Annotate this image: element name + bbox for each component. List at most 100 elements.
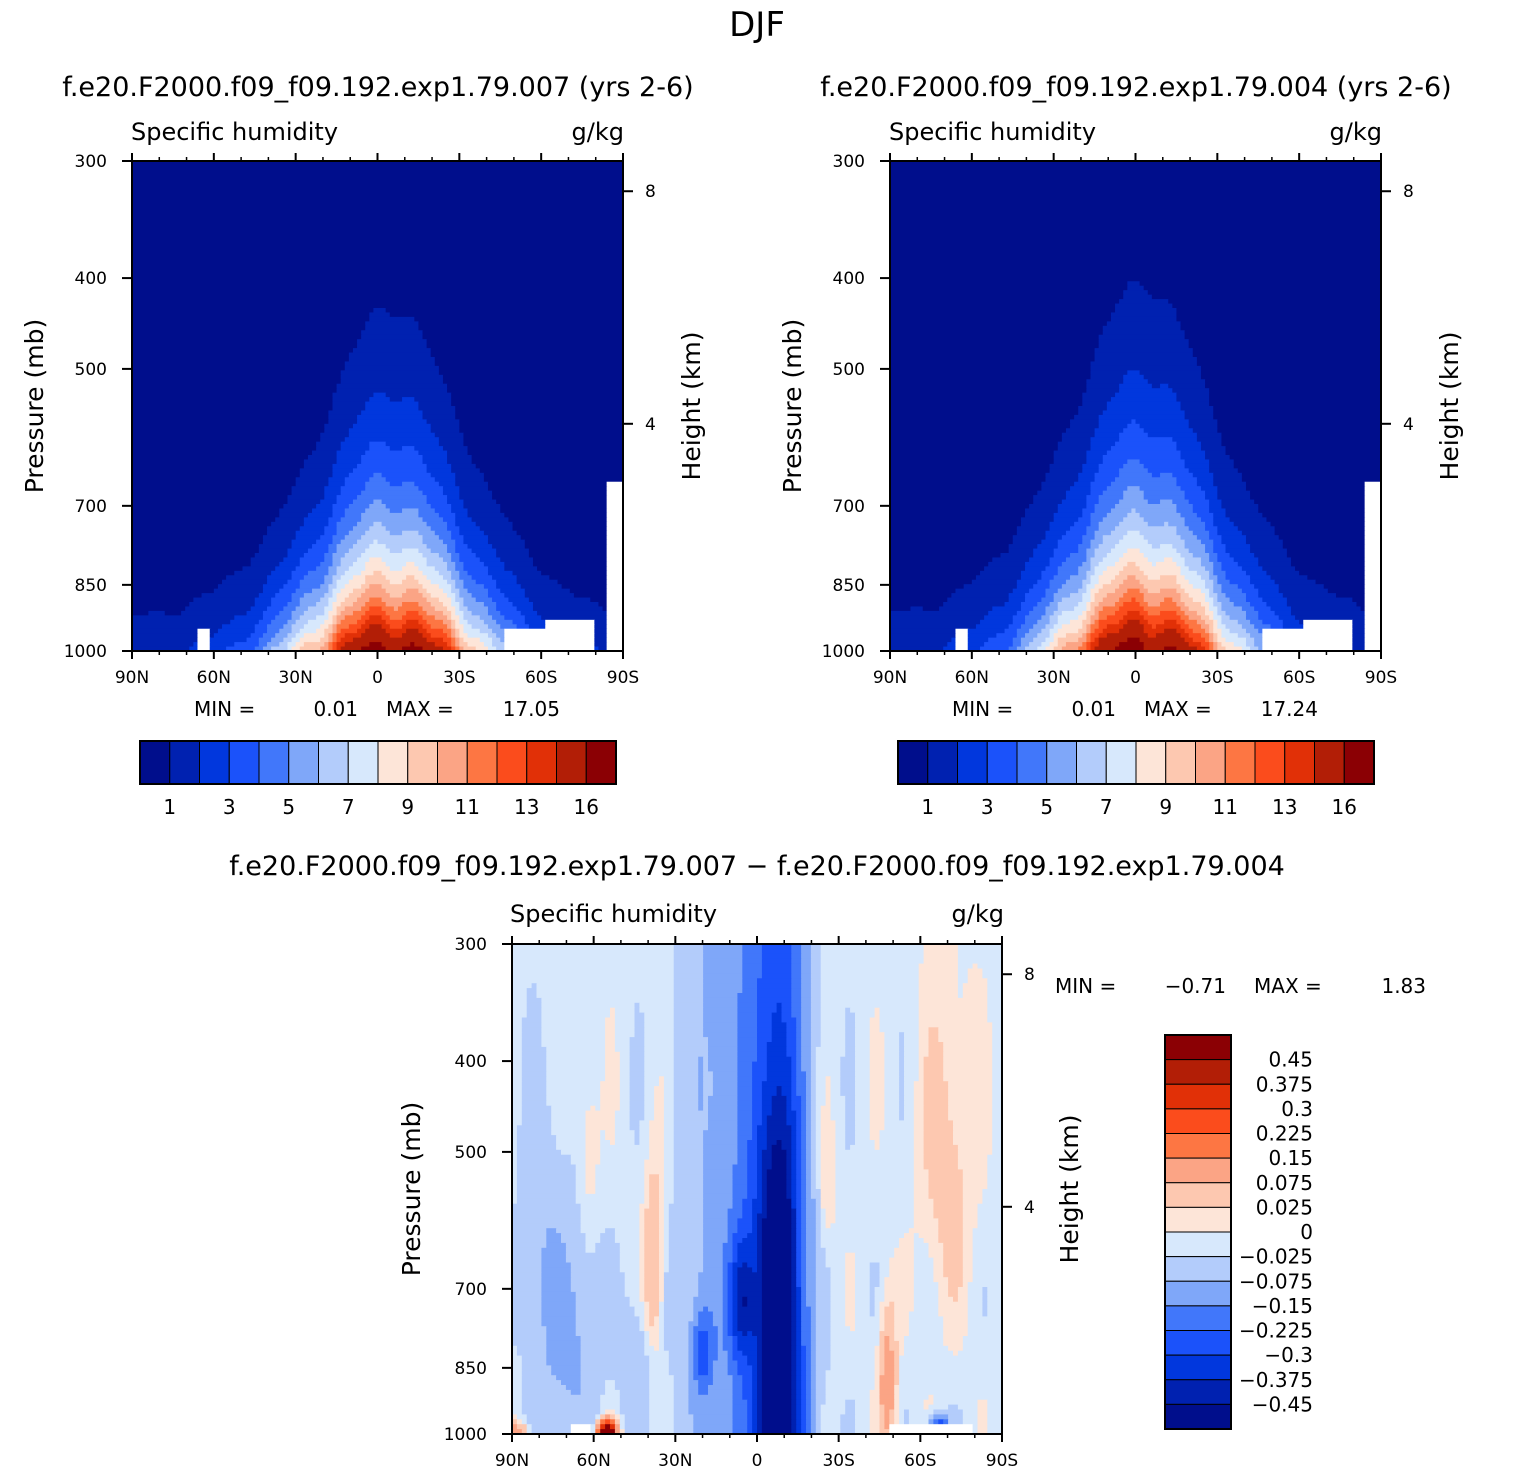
panel-2-contour-cell xyxy=(955,589,1013,594)
panel-3-contour-cell xyxy=(811,1395,817,1401)
panel-2-contour-cell xyxy=(1119,384,1152,389)
panel-3-contour-cell xyxy=(772,1160,787,1166)
panel-2-contour-cell xyxy=(1078,589,1087,594)
panel-1-contour-cell xyxy=(214,589,264,594)
panel-3-contour-cell xyxy=(811,1125,817,1131)
panel-2-contour-cell xyxy=(1205,384,1382,389)
panel-2-contour-cell xyxy=(1095,348,1194,353)
panel-3-contour-cell xyxy=(649,1316,655,1322)
panel-2-contour-cell xyxy=(1176,620,1185,625)
panel-3-contour-cell xyxy=(762,1336,792,1342)
panel-3-contour-cell xyxy=(752,1199,762,1205)
panel-3-contour-cell xyxy=(654,1111,664,1117)
panel-3-contour-cell xyxy=(801,1047,811,1053)
panel-3-contour-cell xyxy=(796,1307,802,1313)
panel-1-contour-cell xyxy=(455,642,460,647)
panel-1-contour-cell xyxy=(439,598,452,603)
panel-1-contour-cell xyxy=(328,566,337,571)
panel-2-contour-cell xyxy=(1172,473,1193,478)
panel-3-contour-cell xyxy=(644,1238,659,1244)
panel-2-contour-cell xyxy=(1221,500,1254,505)
panel-3-contour-cell xyxy=(816,1287,831,1293)
panel-3-contour-cell xyxy=(796,1385,802,1391)
panel-2-contour-cell xyxy=(1144,606,1181,611)
panel-2-contour-cell xyxy=(1144,593,1181,598)
panel-2-contour-cell xyxy=(1226,451,1382,456)
panel-2-contour-cell xyxy=(1144,495,1186,500)
panel-3-contour-cell xyxy=(914,1263,934,1269)
panel-1-contour-cell xyxy=(357,344,427,349)
panel-3-contour-cell xyxy=(875,1361,881,1367)
panel-2-contour-cell xyxy=(890,321,1107,326)
panel-2-contour-cell xyxy=(1181,615,1190,620)
panel-3-contour-cell xyxy=(620,1052,630,1058)
panel-3-contour-cell xyxy=(737,1022,757,1028)
panel-1-contour-cell xyxy=(341,491,362,496)
panel-2-contour-cell xyxy=(1041,629,1050,634)
panel-1: f.e20.F2000.f09_f09.192.exp1.79.007 (yrs… xyxy=(20,72,706,819)
panel-2-contour-cell xyxy=(1209,593,1218,598)
panel-3-contour-cell xyxy=(880,1321,886,1327)
panel-2-contour-cell xyxy=(1242,624,1255,629)
panel-3-contour-cell xyxy=(796,1228,802,1234)
panel-3-contour-cell xyxy=(600,1233,615,1239)
panel-2-contour-cell xyxy=(1209,504,1222,509)
panel-1-contour-cell xyxy=(365,589,386,594)
panel-3-contour-cell xyxy=(630,1086,645,1092)
panel-2-contour-cell xyxy=(1226,446,1382,451)
panel-3-contour-cell xyxy=(855,1414,870,1420)
panel-2-contour-cell xyxy=(1078,602,1087,607)
panel-2-contour-cell xyxy=(1209,531,1218,536)
panel-3-contour-cell xyxy=(845,1302,855,1308)
panel-2-contour-cell xyxy=(1119,642,1144,647)
panel-1-contour-cell xyxy=(447,633,452,638)
panel-3-contour-cell xyxy=(586,1174,596,1180)
panel-3-contour-cell xyxy=(723,1316,729,1322)
panel-2-contour-cell xyxy=(1242,477,1382,482)
panel-1-contour-cell xyxy=(234,571,271,576)
panel-3-contour-cell xyxy=(963,1233,973,1239)
panel-3-contour-cell xyxy=(674,1057,699,1063)
panel-3-contour-cell xyxy=(762,1169,768,1175)
panel-2-contour-cell xyxy=(1062,437,1091,442)
panel-1-contour-cell xyxy=(332,393,374,398)
panel-1-contour-cell xyxy=(594,642,607,647)
panel-3-contour-cell xyxy=(620,1410,650,1416)
panel-3-contour-cell xyxy=(845,1410,855,1416)
panel-2-contour-cell xyxy=(1090,513,1107,518)
panel-3-contour-cell xyxy=(767,1199,792,1205)
panel-2-contour-cell xyxy=(890,589,956,594)
panel-2-contour-cell xyxy=(1050,633,1055,638)
panel-2-contour-cell xyxy=(1356,602,1365,607)
panel-3-variable-label: Specific humidity xyxy=(510,900,717,928)
panel-1-contour-cell xyxy=(132,624,223,629)
panel-2-contour-cell xyxy=(1242,473,1382,478)
panel-3-contour-cell xyxy=(987,1302,1002,1308)
panel-3-contour-cell xyxy=(870,1091,885,1097)
panel-3-contour-cell xyxy=(757,1361,763,1367)
panel-3-contour-cell xyxy=(522,1120,552,1126)
panel-1-contour-cell xyxy=(132,397,333,402)
panel-3-contour-cell xyxy=(767,1174,787,1180)
panel-3-contour-cell xyxy=(512,1086,522,1092)
panel-3-contour-cell xyxy=(806,1223,816,1229)
panel-3-contour-cell xyxy=(537,993,675,999)
panel-2-contour-cell xyxy=(890,201,1382,206)
panel-2-contour-cell xyxy=(1234,464,1382,469)
panel-1-contour-cell xyxy=(492,629,505,634)
panel-2-contour-cell xyxy=(1095,611,1100,616)
panel-3-contour-cell xyxy=(880,1135,915,1141)
panel-3-contour-cell xyxy=(757,1042,767,1048)
panel-3-contour-cell xyxy=(703,1027,738,1033)
panel-3-contour-cell xyxy=(855,1086,870,1092)
panel-1-contour-cell xyxy=(570,589,607,594)
panel-3-contour-cell xyxy=(826,1395,871,1401)
panel-3-contour-cell xyxy=(698,1081,704,1087)
panel-1-contour-cell xyxy=(210,633,215,638)
panel-1-contour-cell xyxy=(132,495,288,500)
panel-3-contour-cell xyxy=(600,1145,650,1151)
panel-3-contour-cell xyxy=(801,1312,811,1318)
panel-1-contour-cell xyxy=(386,629,407,634)
panel-1-y-tick-label: 1000 xyxy=(64,642,107,662)
panel-3-contour-cell xyxy=(693,1365,699,1371)
